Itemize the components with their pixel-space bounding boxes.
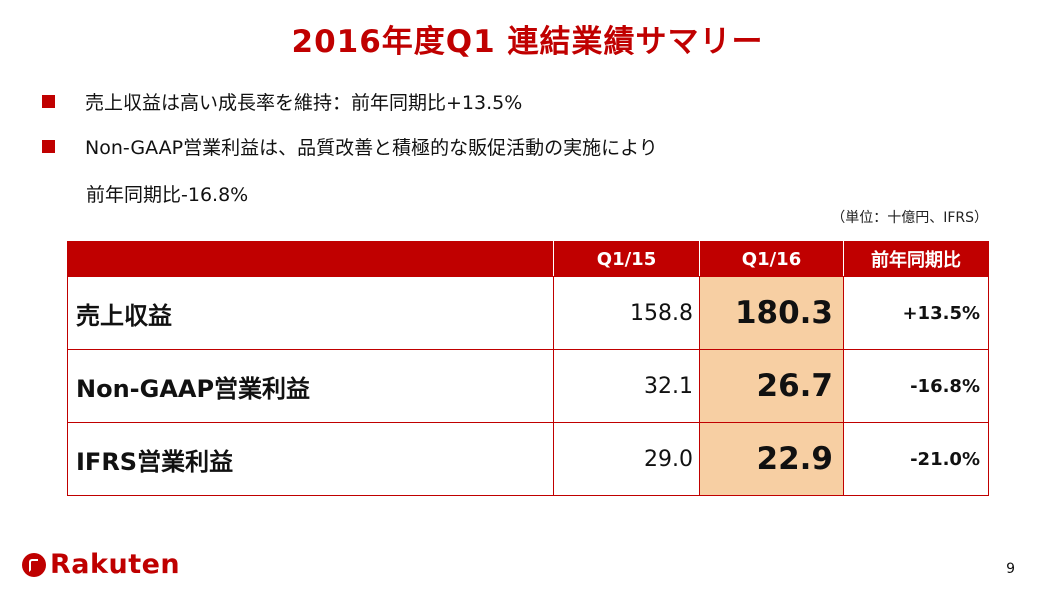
cell-yoy: +13.5%: [843, 276, 989, 350]
table-row: IFRS営業利益 29.0 22.9 -21.0%: [67, 422, 989, 496]
cell-q115: 29.0: [553, 422, 700, 496]
table-header-row: Q1/15 Q1/16 前年同期比: [67, 241, 989, 277]
results-table: Q1/15 Q1/16 前年同期比 売上収益 158.8 180.3 +13.5…: [67, 241, 989, 496]
header-blank: [67, 241, 554, 277]
rakuten-r-icon: [22, 552, 46, 577]
row-label: 売上収益: [67, 276, 554, 350]
cell-q116: 26.7: [699, 349, 844, 423]
row-label: IFRS営業利益: [67, 422, 554, 496]
cell-yoy: -21.0%: [843, 422, 989, 496]
rakuten-logo: Rakuten: [22, 549, 180, 580]
bullet-text: Non-GAAP営業利益は、品質改善と積極的な販促活動の実施により: [85, 137, 658, 159]
bullet-continuation: 前年同期比-16.8%: [86, 184, 249, 206]
bullet-square-icon: [42, 140, 55, 153]
row-label: Non-GAAP営業利益: [67, 349, 554, 423]
cell-q116: 180.3: [699, 276, 844, 350]
table-row: Non-GAAP営業利益 32.1 26.7 -16.8%: [67, 349, 989, 423]
bullet-revenue: 売上収益は高い成長率を維持：前年同期比+13.5%: [42, 88, 522, 115]
unit-note: （単位：十億円、IFRS）: [831, 210, 988, 226]
logo-text: Rakuten: [50, 549, 181, 580]
cell-q116: 22.9: [699, 422, 844, 496]
cell-q115: 32.1: [553, 349, 700, 423]
bullet-square-icon: [42, 95, 55, 108]
header-q116: Q1/16: [699, 241, 844, 277]
header-q115: Q1/15: [553, 241, 700, 277]
cell-yoy: -16.8%: [843, 349, 989, 423]
bullet-text: 売上収益は高い成長率を維持：前年同期比+13.5%: [85, 92, 523, 114]
table-row: 売上収益 158.8 180.3 +13.5%: [67, 276, 989, 350]
cell-q115: 158.8: [553, 276, 700, 350]
header-yoy: 前年同期比: [843, 241, 989, 277]
slide-title: 2016年度Q1 連結業績サマリー: [291, 24, 764, 60]
bullet-operating-profit: Non-GAAP営業利益は、品質改善と積極的な販促活動の実施により: [42, 133, 658, 160]
page-number: 9: [1006, 561, 1015, 577]
